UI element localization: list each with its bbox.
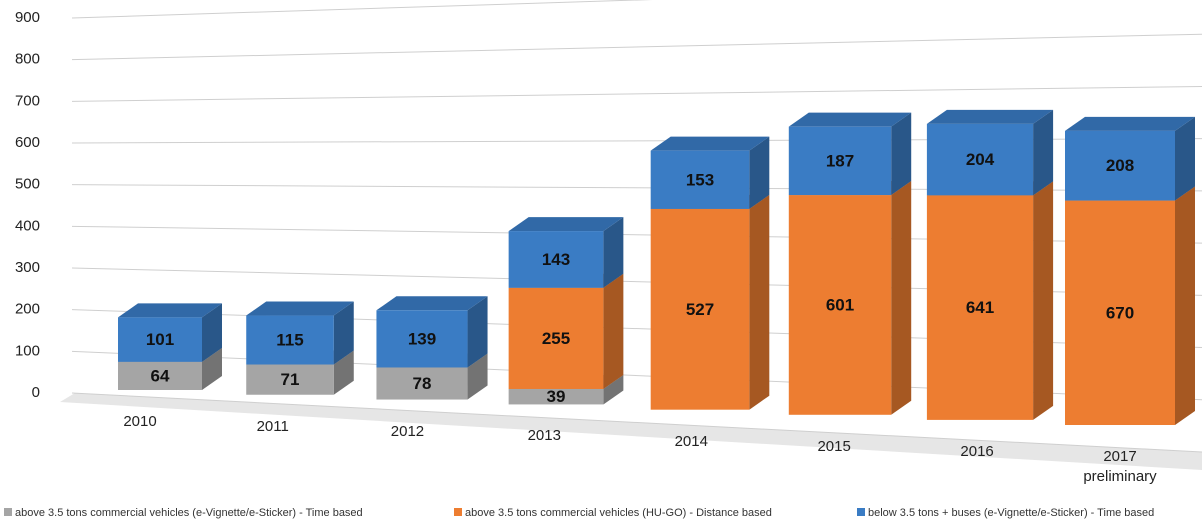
bar-side: [1033, 110, 1053, 195]
bar-side: [1033, 181, 1053, 420]
legend-swatch: [857, 508, 865, 516]
bar-top: [927, 110, 1053, 124]
y-tick-label: 800: [15, 51, 40, 68]
value-label: 601: [826, 295, 854, 314]
y-tick-label: 700: [15, 92, 40, 109]
x-tick-label: 2012: [359, 422, 455, 442]
value-label: 527: [686, 300, 714, 319]
value-label: 101: [146, 330, 174, 349]
value-label: 139: [408, 329, 436, 348]
chart: 0 100 200 300 400 500 600 700 800 900 64 101 71 115 78…: [0, 0, 1202, 529]
value-label: 71: [281, 370, 300, 389]
value-label: 115: [276, 331, 303, 350]
value-label: 204: [966, 150, 995, 169]
legend-swatch: [4, 508, 12, 516]
bar-side: [603, 274, 623, 389]
y-tick-label: 900: [15, 9, 40, 26]
bar-top: [651, 137, 770, 151]
value-label: 208: [1106, 156, 1134, 175]
bar-side: [1175, 117, 1195, 201]
y-tick-label: 0: [32, 384, 40, 401]
x-tick-label: 2016: [929, 442, 1025, 462]
y-tick-label: 200: [15, 301, 40, 318]
legend-label: above 3.5 tons commercial vehicles (HU-G…: [465, 507, 772, 519]
x-tick-label: 2014: [643, 432, 739, 452]
bar-top: [509, 217, 624, 231]
bar-side: [749, 195, 769, 410]
grid-line: [72, 0, 1202, 18]
value-label: 670: [1106, 303, 1134, 322]
value-label: 641: [966, 298, 994, 317]
bar-top: [789, 113, 911, 127]
x-tick-label: 2010: [92, 412, 188, 432]
bar-side: [1175, 187, 1195, 425]
value-label: 153: [686, 170, 714, 189]
value-label: 255: [542, 329, 570, 348]
value-label: 78: [413, 374, 432, 393]
legend-label: above 3.5 tons commercial vehicles (e-Vi…: [15, 507, 363, 519]
x-tick-label: 2011: [225, 417, 321, 437]
x-tick-label: 2015: [786, 437, 882, 457]
value-label: 187: [826, 151, 854, 170]
bar-side: [891, 181, 911, 415]
value-label: 64: [151, 366, 170, 385]
y-tick-label: 100: [15, 342, 40, 359]
y-tick-label: 400: [15, 217, 40, 234]
bar-side: [891, 113, 911, 195]
y-tick-label: 500: [15, 176, 40, 193]
legend-swatch: [454, 508, 462, 516]
grid-line: [72, 86, 1202, 101]
bar-top: [1065, 117, 1195, 131]
x-tick-label: 2017 preliminary: [1072, 447, 1168, 487]
x-tick-label: 2013: [496, 426, 592, 446]
y-tick-label: 600: [15, 134, 40, 151]
grid-line: [72, 34, 1202, 59]
value-label: 143: [542, 250, 570, 269]
y-tick-label: 300: [15, 259, 40, 276]
legend-label: below 3.5 tons + buses (e-Vignette/e-Sti…: [868, 507, 1154, 519]
value-label: 39: [547, 387, 566, 406]
